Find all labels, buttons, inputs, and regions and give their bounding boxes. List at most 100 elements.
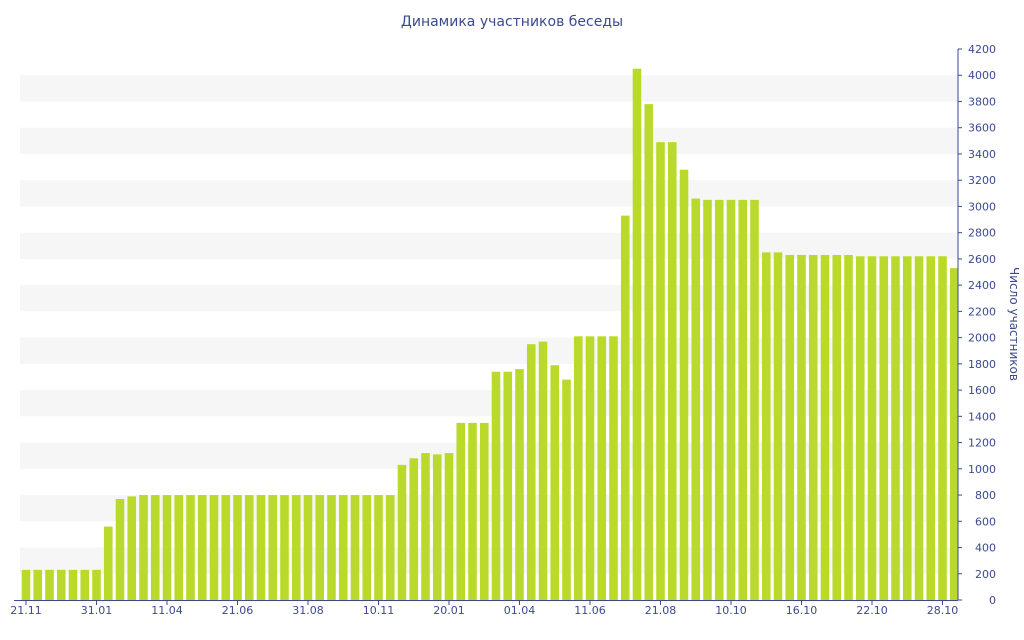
y-tick-label: 1400 — [968, 410, 996, 423]
bar[interactable] — [703, 199, 712, 600]
bar[interactable] — [609, 336, 618, 600]
bar[interactable] — [197, 495, 207, 600]
bar[interactable] — [303, 495, 313, 600]
bar[interactable] — [374, 495, 383, 600]
bar[interactable] — [891, 256, 900, 600]
bar[interactable] — [362, 495, 372, 600]
bar[interactable] — [679, 169, 689, 600]
bar[interactable] — [632, 68, 642, 601]
bar[interactable] — [773, 252, 783, 600]
y-tick-label: 3400 — [968, 148, 996, 161]
bar[interactable] — [797, 254, 806, 600]
y-tick-label: 400 — [975, 542, 996, 555]
bar[interactable] — [491, 371, 501, 600]
bar[interactable] — [162, 495, 172, 600]
bar[interactable] — [538, 341, 548, 600]
bar[interactable] — [515, 369, 524, 600]
bar[interactable] — [80, 569, 90, 600]
bar[interactable] — [221, 495, 231, 600]
bar[interactable] — [902, 256, 912, 600]
bar[interactable] — [820, 254, 830, 600]
bar[interactable] — [397, 464, 407, 600]
y-tick-label: 1800 — [968, 358, 996, 371]
bar[interactable] — [103, 526, 113, 600]
bar[interactable] — [432, 454, 442, 600]
bar[interactable] — [808, 254, 818, 600]
bar[interactable] — [562, 379, 571, 600]
bar[interactable] — [761, 252, 771, 600]
bar[interactable] — [938, 256, 947, 600]
bar[interactable] — [456, 422, 466, 600]
bar[interactable] — [585, 336, 595, 600]
bar[interactable] — [714, 199, 724, 600]
bar[interactable] — [738, 199, 748, 600]
bar[interactable] — [315, 495, 325, 600]
bar[interactable] — [785, 254, 795, 600]
bar[interactable] — [855, 256, 865, 600]
bar[interactable] — [33, 569, 43, 600]
y-tick-label: 0 — [989, 594, 996, 607]
bar[interactable] — [209, 495, 219, 600]
bar[interactable] — [233, 495, 242, 600]
bar[interactable] — [291, 495, 301, 600]
bar[interactable] — [21, 569, 31, 600]
grid-band — [20, 75, 958, 102]
bar[interactable] — [620, 215, 630, 601]
bar[interactable] — [879, 256, 889, 600]
bar[interactable] — [526, 344, 536, 600]
bar[interactable] — [150, 495, 160, 600]
bar[interactable] — [139, 495, 148, 600]
bar-series — [21, 68, 959, 601]
x-tick-label: 20.01 — [433, 604, 465, 617]
bar[interactable] — [644, 104, 654, 600]
bar[interactable] — [256, 495, 266, 600]
y-axis-label: Число участников — [1007, 267, 1021, 381]
bar[interactable] — [421, 453, 430, 600]
bar[interactable] — [550, 365, 560, 600]
bar[interactable] — [280, 495, 289, 600]
bar[interactable] — [667, 142, 677, 600]
bar[interactable] — [186, 495, 195, 600]
bar[interactable] — [56, 569, 66, 600]
y-tick-label: 1600 — [968, 384, 996, 397]
bar[interactable] — [949, 268, 959, 600]
bar[interactable] — [656, 142, 665, 600]
bar[interactable] — [338, 495, 348, 600]
bar[interactable] — [327, 495, 336, 600]
grid-band — [20, 232, 958, 259]
bar[interactable] — [115, 498, 125, 600]
bar[interactable] — [174, 495, 184, 600]
y-tick-label: 3200 — [968, 174, 996, 187]
x-tick-label: 11.04 — [151, 604, 183, 617]
x-tick-label: 01.04 — [504, 604, 536, 617]
bar[interactable] — [750, 199, 759, 600]
bar[interactable] — [385, 495, 395, 600]
bar[interactable] — [350, 495, 360, 600]
bar[interactable] — [867, 256, 877, 600]
bar[interactable] — [468, 422, 477, 600]
bar[interactable] — [127, 496, 137, 600]
x-tick-label: 11.06 — [574, 604, 606, 617]
bar[interactable] — [691, 198, 701, 600]
bar[interactable] — [479, 422, 489, 600]
bar[interactable] — [444, 453, 454, 600]
bar[interactable] — [573, 336, 583, 600]
bar[interactable] — [926, 256, 936, 600]
bar[interactable] — [45, 569, 54, 600]
x-tick-label: 22.10 — [856, 604, 888, 617]
bar[interactable] — [914, 256, 924, 600]
bar[interactable] — [597, 336, 607, 600]
bar[interactable] — [244, 495, 254, 600]
bar[interactable] — [503, 371, 513, 600]
bar[interactable] — [92, 569, 101, 600]
bar[interactable] — [832, 254, 842, 600]
bar[interactable] — [726, 199, 736, 600]
bar[interactable] — [409, 458, 419, 600]
bar[interactable] — [68, 569, 78, 600]
bar[interactable] — [268, 495, 278, 600]
y-tick-label: 1000 — [968, 463, 996, 476]
y-tick-label: 200 — [975, 568, 996, 581]
x-tick-label: 21.11 — [10, 604, 42, 617]
y-tick-label: 3000 — [968, 200, 996, 213]
bar[interactable] — [844, 254, 853, 600]
